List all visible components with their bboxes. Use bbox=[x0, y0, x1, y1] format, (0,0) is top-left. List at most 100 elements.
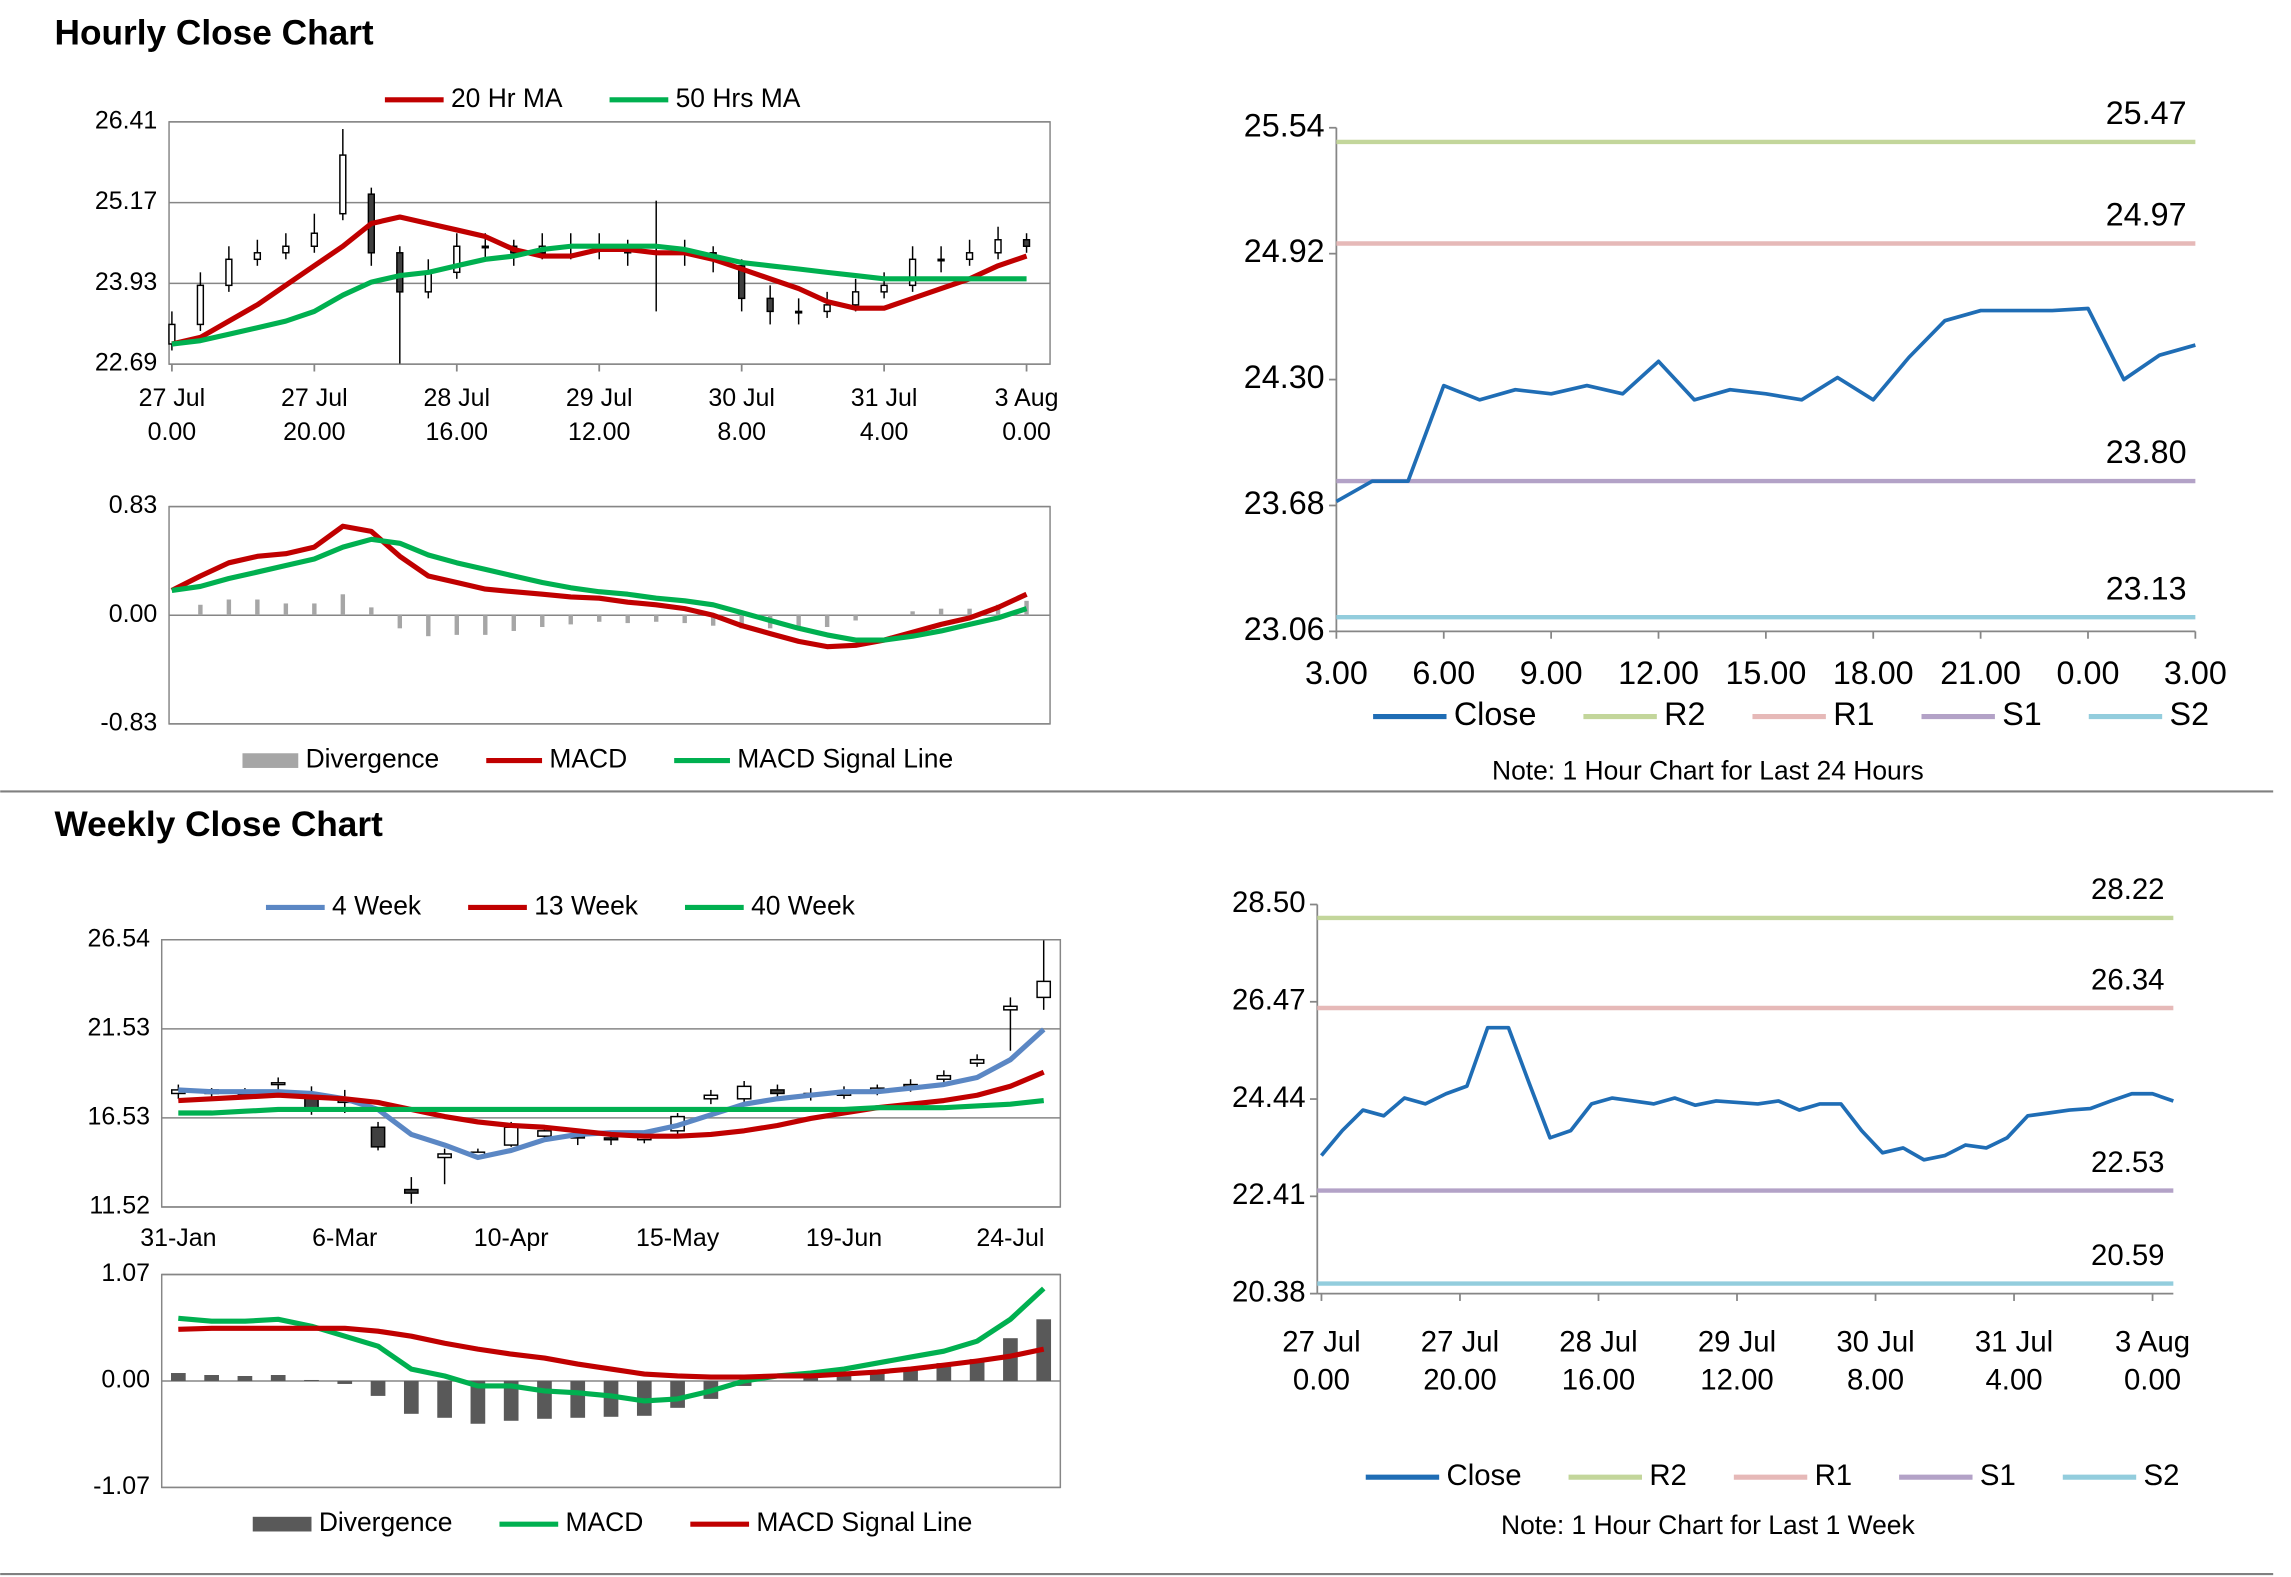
x-tick-label: 0.00 bbox=[2124, 1363, 2181, 1396]
legend-label: S1 bbox=[1980, 1459, 2016, 1492]
x-tick-label: 29 Jul bbox=[1698, 1325, 1776, 1358]
candle-body bbox=[537, 1130, 552, 1137]
series-line bbox=[1335, 306, 2196, 504]
series-line bbox=[171, 536, 1028, 643]
x-tick-label: 0.00 bbox=[148, 418, 197, 446]
y-tick-label: -1.07 bbox=[93, 1472, 150, 1500]
x-tick-label: 3.00 bbox=[2164, 655, 2227, 691]
divergence-bar bbox=[537, 1380, 552, 1419]
x-tick-label: 12.00 bbox=[568, 418, 630, 446]
divergence-bar bbox=[710, 615, 716, 626]
candle-body bbox=[196, 284, 205, 326]
divergence-bar bbox=[403, 1380, 419, 1414]
divergence-bar bbox=[312, 603, 317, 616]
legend-label: Divergence bbox=[319, 1507, 453, 1537]
level-label: 26.34 bbox=[2091, 963, 2164, 996]
divergence-bar bbox=[1024, 600, 1029, 616]
divergence-bar bbox=[910, 611, 915, 616]
y-tick-label: 21.53 bbox=[88, 1013, 150, 1041]
level-label: 23.13 bbox=[2106, 570, 2187, 606]
divergence-bar bbox=[237, 1376, 253, 1381]
legend-label: Close bbox=[1454, 696, 1537, 732]
legend-label: R1 bbox=[1815, 1459, 1853, 1492]
candle-body bbox=[437, 1153, 452, 1159]
candle-body bbox=[965, 252, 974, 261]
y-tick-label: 25.54 bbox=[1244, 107, 1325, 143]
x-tick-label: 15.00 bbox=[1725, 655, 1806, 691]
divergence-bar bbox=[483, 615, 488, 635]
divergence-bar bbox=[270, 1375, 286, 1381]
y-tick-label: 26.41 bbox=[95, 106, 157, 134]
candle-body bbox=[503, 1126, 519, 1146]
y-tick-label: 24.30 bbox=[1244, 359, 1325, 395]
divergence-bar bbox=[682, 615, 687, 624]
x-tick-label: 0.00 bbox=[2057, 655, 2120, 691]
divergence-bar bbox=[967, 608, 972, 616]
divergence-bar bbox=[570, 1380, 586, 1418]
series-line bbox=[1319, 1025, 2174, 1162]
divergence-bar bbox=[204, 1375, 219, 1381]
divergence-bar bbox=[1003, 1338, 1018, 1381]
x-tick-label: 9.00 bbox=[1520, 655, 1583, 691]
candle-body bbox=[936, 1074, 952, 1080]
divergence-bar bbox=[540, 615, 545, 628]
x-tick-label: 12.00 bbox=[1618, 655, 1699, 691]
legend-label: MACD bbox=[566, 1507, 644, 1537]
x-tick-label: 21.00 bbox=[1940, 655, 2021, 691]
divergence-bar bbox=[869, 1373, 885, 1381]
x-tick-label: 4.00 bbox=[1985, 1363, 2042, 1396]
x-tick-label: 28 Jul bbox=[423, 384, 490, 412]
candle-body bbox=[994, 239, 1002, 254]
x-tick-label: 6.00 bbox=[1412, 655, 1475, 691]
x-tick-label: 3.00 bbox=[1305, 655, 1368, 691]
candle-body bbox=[339, 154, 347, 215]
y-tick-label: 26.47 bbox=[1232, 984, 1305, 1017]
candle-body bbox=[703, 1094, 719, 1100]
candle-body bbox=[403, 1188, 419, 1194]
candle-body bbox=[851, 291, 860, 306]
x-tick-label: 27 Jul bbox=[1282, 1325, 1360, 1358]
divergence-bar bbox=[226, 599, 232, 616]
chart-note: Note: 1 Hour Chart for Last 1 Week bbox=[1501, 1510, 1915, 1540]
divergence-bar bbox=[283, 603, 289, 616]
y-tick-label: 1.07 bbox=[101, 1259, 150, 1287]
level-label: 25.47 bbox=[2106, 95, 2187, 131]
x-tick-label: 31 Jul bbox=[851, 384, 918, 412]
x-tick-label: 6-Mar bbox=[312, 1224, 377, 1252]
legend-label: 4 Week bbox=[332, 890, 422, 920]
y-tick-label: 11.52 bbox=[89, 1192, 150, 1220]
x-tick-label: 20.00 bbox=[283, 418, 345, 446]
x-tick-label: 15-May bbox=[636, 1224, 720, 1252]
candle-body bbox=[225, 258, 233, 287]
legend-label: 40 Week bbox=[751, 890, 856, 920]
x-tick-label: 8.00 bbox=[1847, 1363, 1904, 1396]
divergence-bar bbox=[603, 1380, 619, 1417]
divergence-bar bbox=[836, 1376, 852, 1381]
candle-body bbox=[880, 284, 888, 293]
x-tick-label: 30 Jul bbox=[708, 384, 775, 412]
y-tick-label: 26.54 bbox=[88, 924, 151, 952]
divergence-bar bbox=[568, 615, 573, 625]
plot-frame bbox=[160, 939, 1062, 1208]
divergence-bar bbox=[511, 615, 516, 631]
candle-body bbox=[253, 252, 262, 261]
legend-label: 13 Week bbox=[534, 890, 639, 920]
divergence-bar bbox=[969, 1359, 985, 1381]
legend-label: R2 bbox=[1649, 1459, 1687, 1492]
y-tick-label: 24.44 bbox=[1232, 1081, 1305, 1114]
legend-label: Close bbox=[1447, 1459, 1522, 1492]
divergence-bar bbox=[824, 615, 830, 628]
divergence-bar bbox=[670, 1380, 685, 1408]
divergence-bar bbox=[903, 1369, 918, 1381]
x-tick-label: 8.00 bbox=[717, 418, 766, 446]
divergence-bar bbox=[454, 615, 459, 635]
divergence-bar bbox=[654, 615, 659, 622]
divergence-bar bbox=[437, 1380, 452, 1418]
candle-body bbox=[1003, 1005, 1018, 1011]
candle-body bbox=[1036, 980, 1052, 999]
series-line bbox=[171, 214, 1028, 347]
y-tick-label: 24.92 bbox=[1244, 233, 1325, 269]
legend-label: R2 bbox=[1664, 696, 1705, 732]
